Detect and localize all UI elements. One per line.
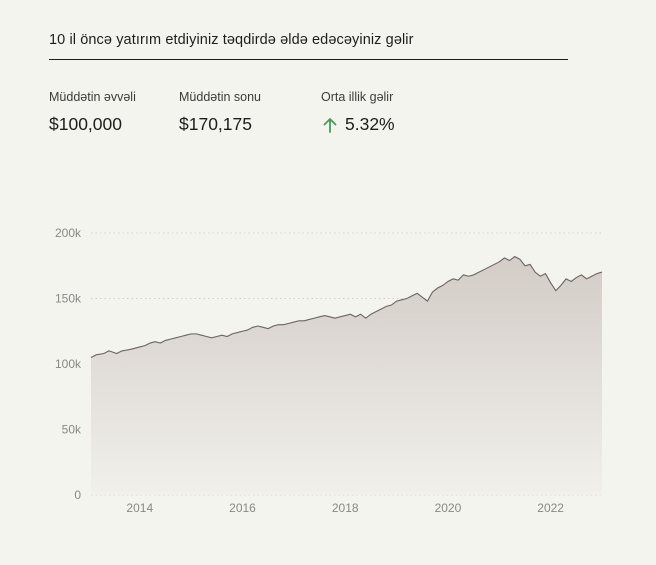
stat-avg-label: Orta illik gəlir [321, 90, 394, 104]
stat-start-label: Müddətin əvvəli [49, 90, 136, 104]
y-tick-label: 0 [74, 488, 81, 502]
y-tick-label: 200k [55, 226, 82, 240]
arrow-up-icon [323, 117, 337, 133]
series-line [90, 255, 603, 358]
y-tick-label: 150k [55, 292, 82, 306]
x-tick-label: 2022 [537, 501, 564, 515]
y-tick-label: 100k [55, 357, 82, 371]
title-divider [49, 59, 568, 60]
y-tick-label: 50k [62, 423, 82, 437]
stat-avg-value: 5.32% [345, 114, 395, 134]
stat-avg-row: 5.32% [321, 114, 395, 135]
stat-start-value: $100,000 [49, 114, 122, 134]
x-tick-label: 2016 [229, 501, 256, 515]
stat-end-label: Müddətin sonu [179, 90, 262, 104]
stat-end-value: $170,175 [179, 114, 252, 134]
x-tick-label: 2020 [435, 501, 462, 515]
area-fill [91, 256, 602, 495]
x-tick-label: 2014 [126, 501, 153, 515]
stat-end: Müddətin sonu $170,175 [179, 90, 261, 135]
x-tick-label: 2018 [332, 501, 359, 515]
stat-avg: Orta illik gəlir 5.32% [321, 90, 395, 135]
chart-title: 10 il öncə yatırım etdiyiniz təqdirdə əl… [49, 32, 414, 48]
stat-start: Müddətin əvvəli $100,000 [49, 90, 136, 135]
